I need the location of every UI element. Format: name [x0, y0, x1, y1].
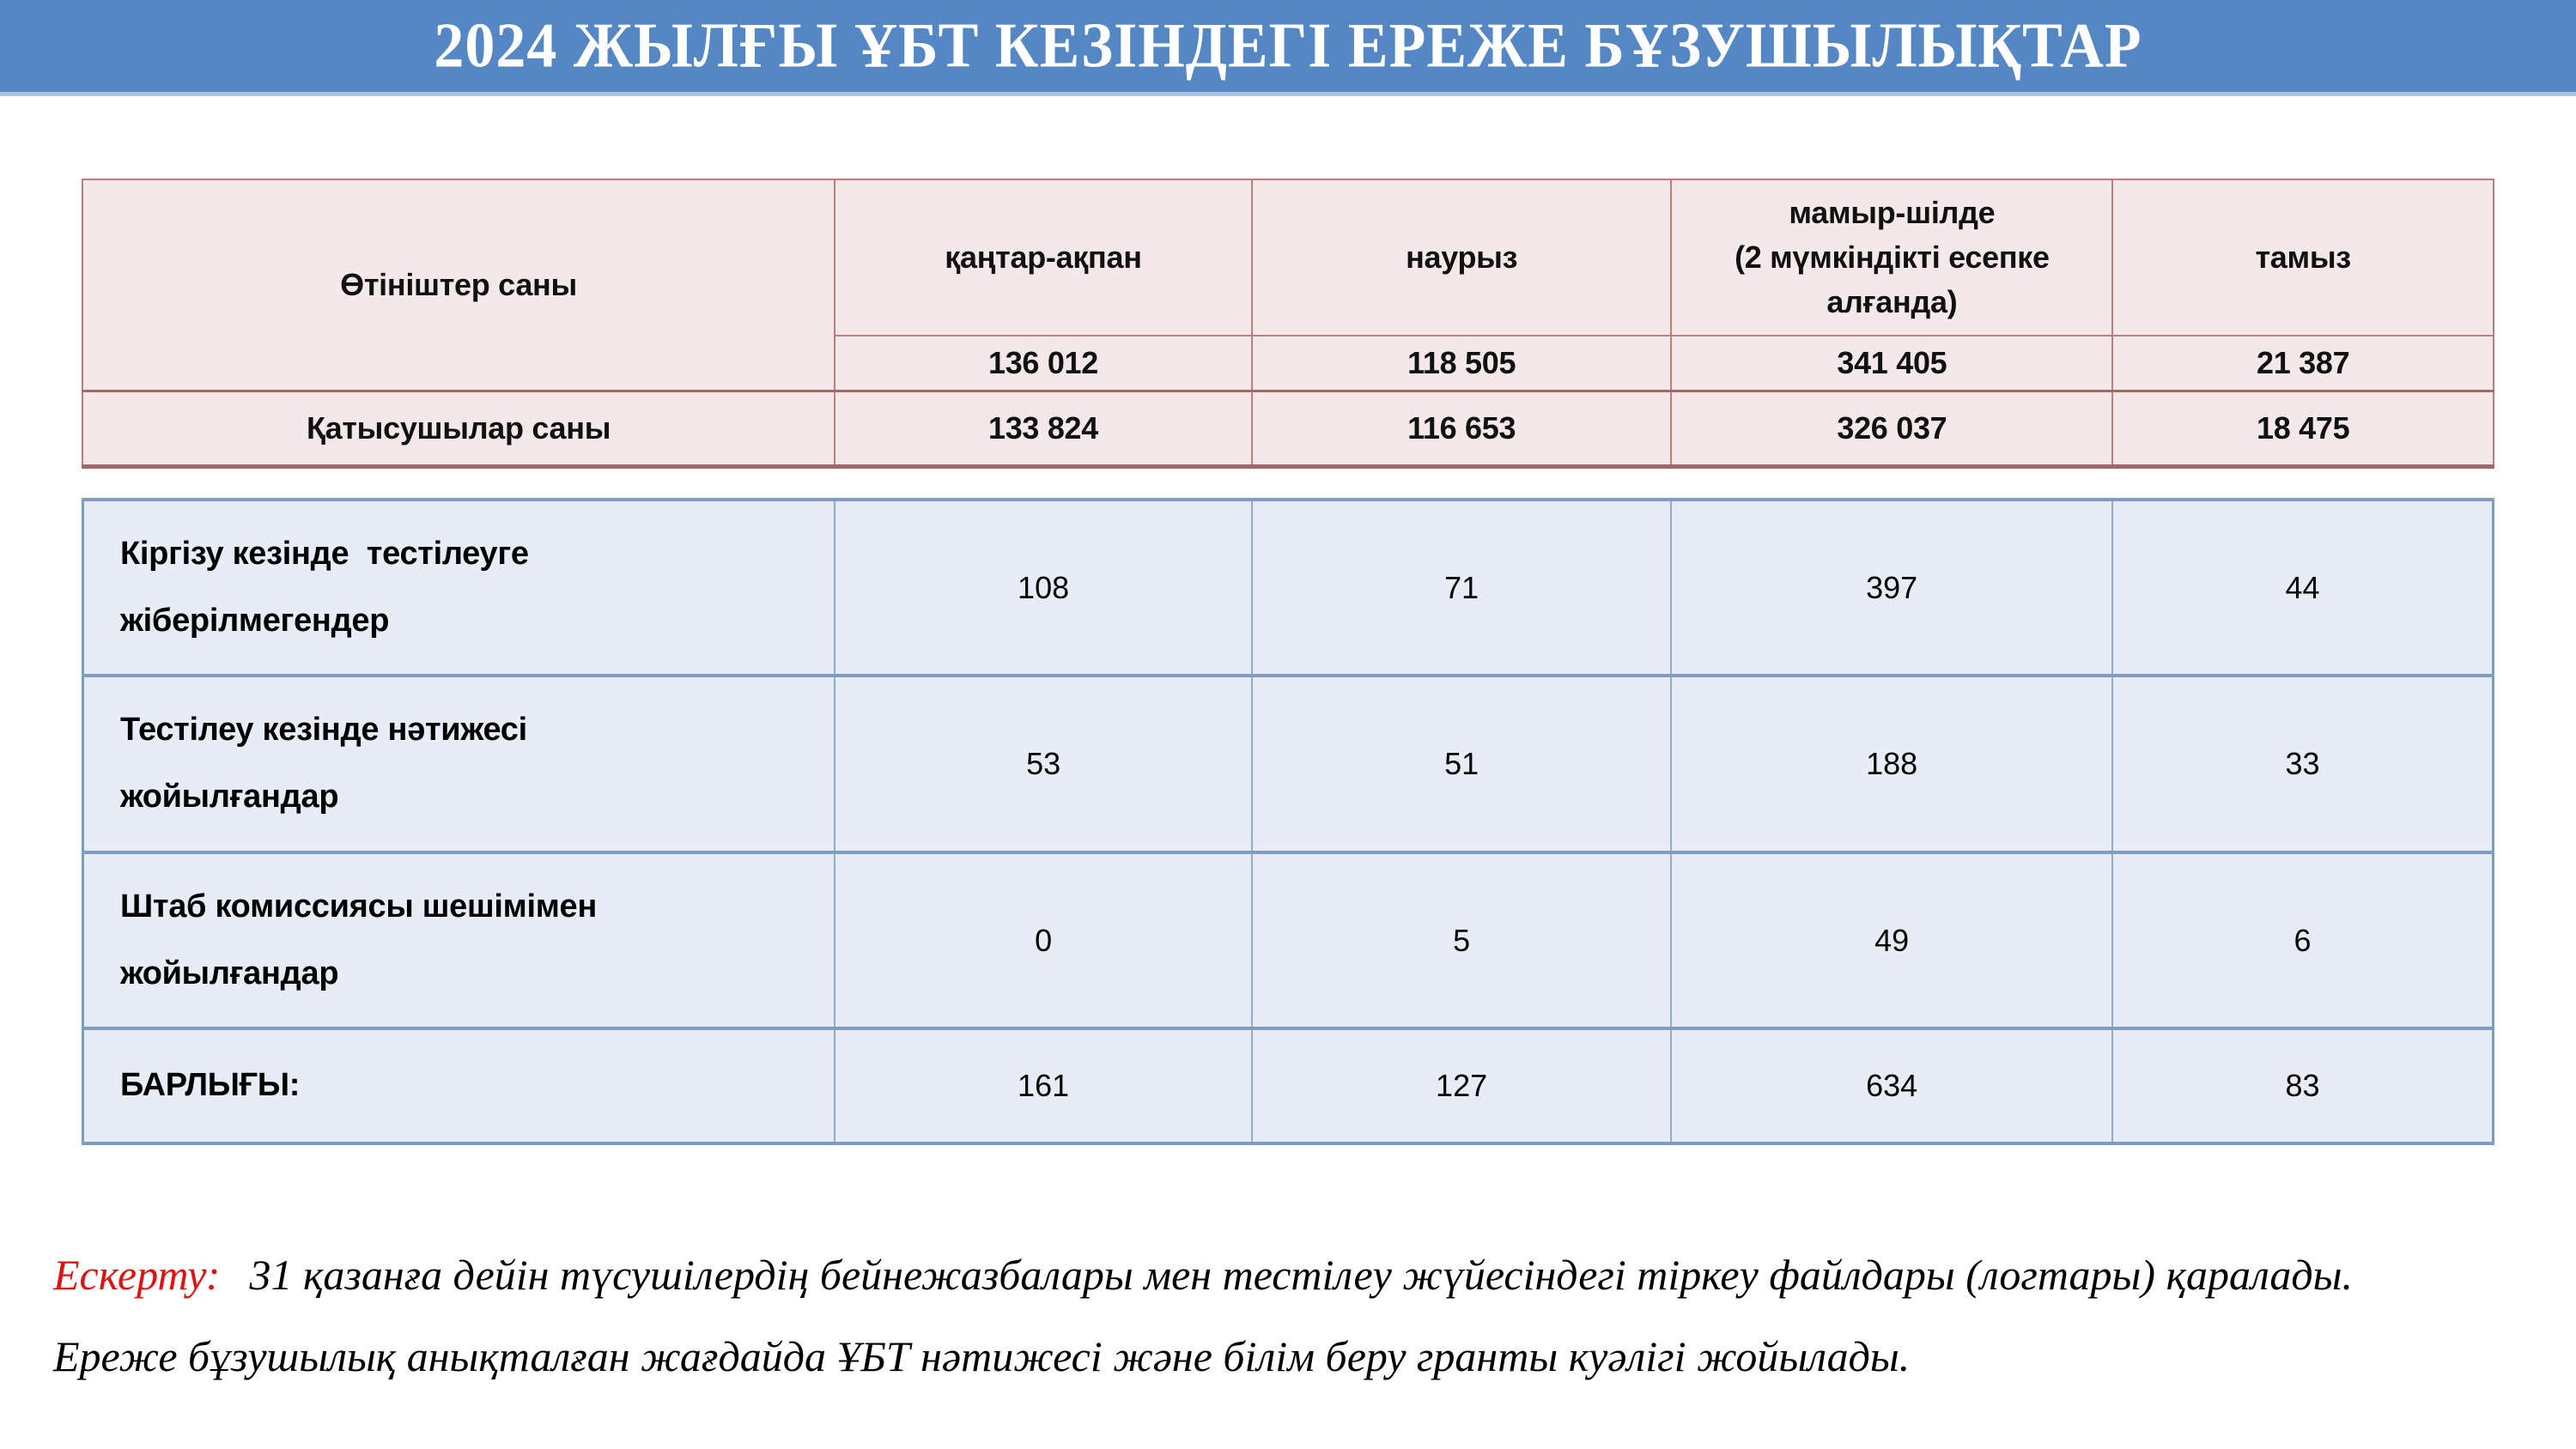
participants-value-cell: 116 653 [1250, 389, 1673, 469]
col-header-jan-feb: қаңтар-ақпан [834, 179, 1253, 336]
violations-value-cell: 51 [1250, 674, 1673, 854]
applications-header-row: Өтініштер саны қаңтар-ақпан наурыз мамыр… [81, 179, 2494, 391]
applications-value-cell: 21 387 [2111, 335, 2494, 391]
applications-value-cell: 118 505 [1250, 335, 1673, 391]
violations-row-label: Штаб комиссиясы шешімімен жойылғандар [82, 851, 836, 1030]
participants-row: Қатысушылар саны 133 824 116 653 326 037… [81, 389, 2494, 469]
violations-value-cell: 108 [834, 498, 1253, 677]
violations-row-annulled-during-test: Тестілеу кезінде нәтижесі жойылғандар 53… [82, 674, 2494, 854]
violations-value-cell: 397 [1670, 498, 2113, 677]
page-title: 2024 ЖЫЛҒЫ ҰБТ КЕЗІНДЕГІ ЕРЕЖЕ БҰЗУШЫЛЫҚ… [434, 10, 2142, 81]
violations-value-cell: 53 [834, 674, 1253, 854]
applications-value-cell: 341 405 [1670, 335, 2114, 391]
violations-value-cell: 33 [2111, 674, 2494, 854]
violations-total-cell: 83 [2111, 1027, 2494, 1145]
footnote-text: 31 қазанға дейін түсушілердің бейнежазба… [53, 1251, 2354, 1380]
col-header-march: наурыз [1250, 179, 1673, 336]
violations-table: Кіргізу кезінде тестілеуге жіберілмегенд… [82, 498, 2494, 1145]
footnote-label: Ескерту: [53, 1251, 221, 1299]
violations-total-cell: 127 [1250, 1027, 1673, 1145]
violations-row-annulled-by-commission: Штаб комиссиясы шешімімен жойылғандар 0 … [82, 851, 2494, 1030]
violations-total-label: БАРЛЫҒЫ: [82, 1027, 836, 1145]
col-header-august: тамыз [2111, 179, 2494, 336]
title-banner: 2024 ЖЫЛҒЫ ҰБТ КЕЗІНДЕГІ ЕРЕЖЕ БҰЗУШЫЛЫҚ… [0, 0, 2576, 96]
violations-value-cell: 71 [1250, 498, 1673, 677]
violations-value-cell: 5 [1250, 851, 1673, 1030]
applications-corner-label: Өтініштер саны [81, 179, 836, 391]
violations-value-cell: 0 [834, 851, 1253, 1030]
violations-row-label: Кіргізу кезінде тестілеуге жіберілмегенд… [82, 498, 836, 677]
participants-value-cell: 18 475 [2111, 389, 2494, 469]
violations-total-cell: 634 [1670, 1027, 2113, 1145]
violations-value-cell: 49 [1670, 851, 2113, 1030]
applications-values-row: 136 012 118 505 341 405 21 387 [82, 335, 2494, 391]
participants-value-cell: 133 824 [834, 389, 1253, 469]
violations-row-label: Тестілеу кезінде нәтижесі жойылғандар [82, 674, 836, 854]
participants-value-cell: 326 037 [1670, 389, 2114, 469]
violations-row-not-admitted: Кіргізу кезінде тестілеуге жіберілмегенд… [82, 498, 2494, 677]
applications-value-cell: 136 012 [834, 335, 1253, 391]
violations-value-cell: 44 [2111, 498, 2494, 677]
participants-row-label: Қатысушылар саны [81, 389, 836, 469]
footnote: Ескерту: 31 қазанға дейін түсушілердің бе… [53, 1234, 2449, 1397]
violations-total-cell: 161 [834, 1027, 1253, 1145]
violations-value-cell: 6 [2111, 851, 2494, 1030]
violations-value-cell: 188 [1670, 674, 2113, 854]
violations-row-total: БАРЛЫҒЫ: 161 127 634 83 [82, 1027, 2494, 1145]
applications-table: Өтініштер саны қаңтар-ақпан наурыз мамыр… [81, 179, 2494, 469]
col-header-may-july: мамыр-шілде (2 мүмкіндікті есепке алғанд… [1670, 179, 2114, 336]
